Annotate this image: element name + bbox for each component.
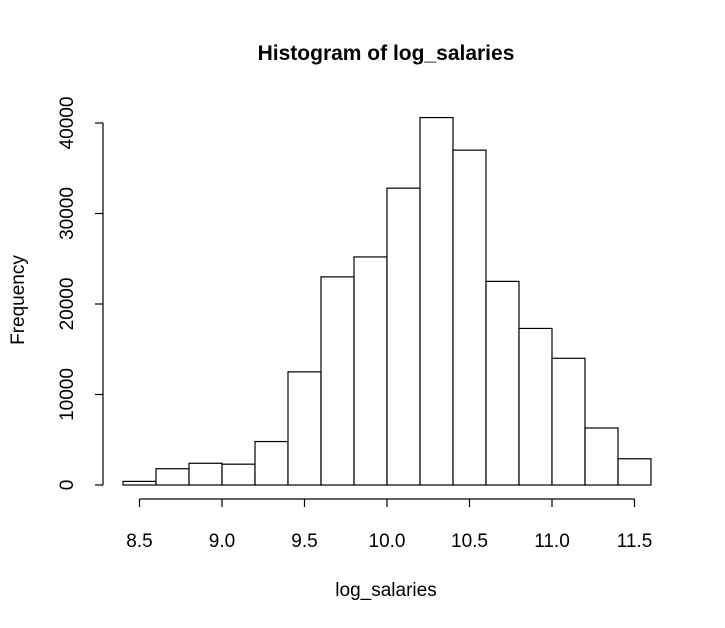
- histogram-bar: [452, 149, 487, 486]
- chart-title: Histogram of log_salaries: [258, 42, 515, 65]
- x-axis: 8.5 9.0 9.5 10.0 10.5 11.0 11.5: [126, 498, 653, 552]
- histogram-bar: [419, 116, 454, 486]
- y-tick-label: 10000: [57, 368, 78, 421]
- histogram-bar: [122, 480, 157, 486]
- histogram-bar: [518, 327, 553, 486]
- histogram-bar: [188, 462, 223, 486]
- y-axis: 0 10000 20000 30000 40000: [57, 97, 104, 491]
- bars-group: [122, 116, 652, 486]
- x-tick-label: 9.0: [209, 531, 235, 552]
- x-tick-label: 8.5: [126, 531, 152, 552]
- histogram-bar: [254, 440, 289, 486]
- x-tick-label: 10.0: [369, 531, 406, 552]
- histogram-bar: [155, 468, 190, 486]
- y-axis-label: Frequency: [8, 255, 29, 345]
- x-tick-label: 9.5: [291, 531, 317, 552]
- x-tick-label: 11.0: [534, 531, 570, 552]
- histogram-bar: [386, 187, 421, 486]
- y-tick-label: 40000: [57, 97, 78, 150]
- histogram-bar: [287, 371, 322, 486]
- y-tick-label: 30000: [57, 187, 78, 240]
- y-tick-label: 20000: [57, 278, 78, 331]
- histogram-bar: [221, 463, 256, 486]
- x-tick-label: 11.5: [617, 531, 653, 552]
- x-axis-label: log_salaries: [335, 580, 436, 601]
- histogram-bar: [485, 280, 520, 486]
- histogram-bar: [551, 357, 586, 486]
- x-tick-label: 10.5: [451, 531, 488, 552]
- histogram-bar: [353, 256, 388, 486]
- histogram-bar: [320, 276, 355, 486]
- y-tick-label: 0: [57, 480, 78, 491]
- histogram-bar: [584, 427, 619, 486]
- histogram-bar: [617, 458, 652, 486]
